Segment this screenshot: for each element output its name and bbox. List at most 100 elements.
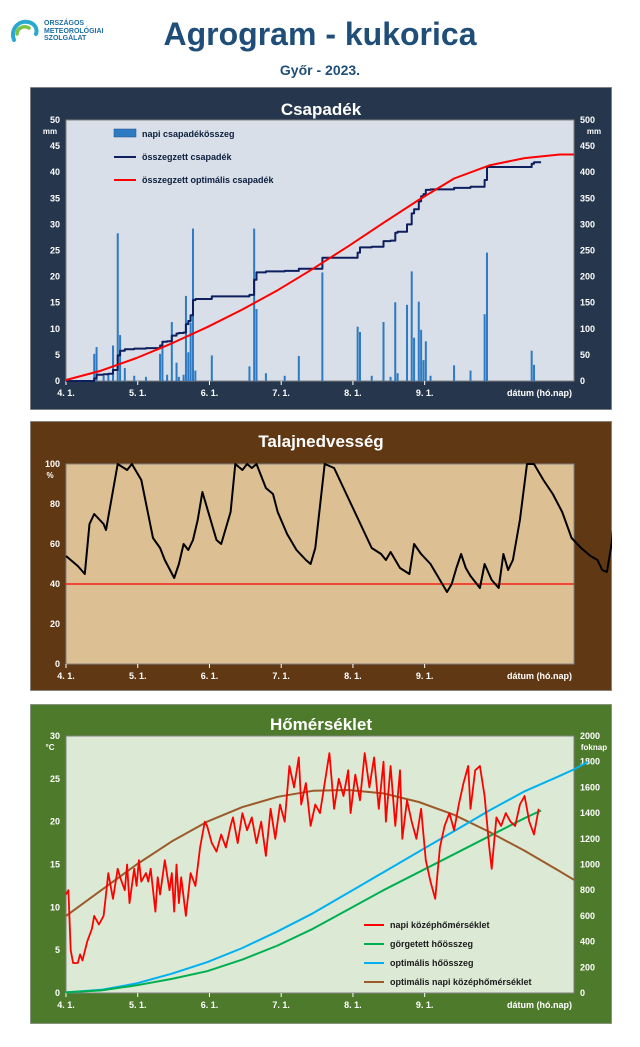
x-tick-label: 5. 1. bbox=[129, 671, 147, 681]
y-tick-label-left: 45 bbox=[50, 141, 60, 151]
precip-bar bbox=[189, 322, 192, 381]
precip-bar bbox=[530, 350, 533, 381]
y-tick-label-right: 200 bbox=[580, 272, 595, 282]
precip-bar bbox=[175, 362, 178, 381]
x-tick-label: 8. 1. bbox=[344, 671, 362, 681]
y-unit-left: °C bbox=[46, 743, 55, 752]
x-tick-label: 7. 1. bbox=[272, 388, 290, 398]
x-tick-label: 5. 1. bbox=[129, 1000, 147, 1010]
y-tick-label-right: 150 bbox=[580, 298, 595, 308]
precip-bar bbox=[182, 374, 185, 381]
y-tick-label-right: 1000 bbox=[580, 860, 600, 870]
y-tick-label-right: 1800 bbox=[580, 757, 600, 767]
y-tick-label-right: 100 bbox=[580, 324, 595, 334]
precip-bar bbox=[253, 228, 256, 381]
x-tick-label: 6. 1. bbox=[201, 671, 219, 681]
y-tick-label-right: 1600 bbox=[580, 782, 600, 792]
x-tick-label: 9. 1. bbox=[416, 671, 434, 681]
legend-label: optimális napi középhőmérséklet bbox=[390, 977, 532, 987]
y-tick-label-right: 2000 bbox=[580, 731, 600, 741]
logo-text: ORSZÁGOS METEOROLÓGIAI SZOLGÁLAT bbox=[44, 20, 104, 43]
daily-temp-line bbox=[65, 752, 540, 964]
logo-line-1: ORSZÁGOS bbox=[44, 20, 85, 27]
precip-bar bbox=[422, 360, 425, 381]
logo-line-2: METEOROLÓGIAI bbox=[44, 27, 104, 35]
legend-label: összegzett csapadék bbox=[142, 152, 233, 162]
y-tick-label-left: 60 bbox=[50, 539, 60, 549]
y-tick-label-right: 250 bbox=[580, 246, 595, 256]
precip-bar bbox=[255, 308, 258, 381]
x-tick-label: 7. 1. bbox=[272, 1000, 290, 1010]
logo: ORSZÁGOS METEOROLÓGIAI SZOLGÁLAT bbox=[8, 16, 138, 52]
y-tick-label-right: 800 bbox=[580, 885, 595, 895]
precip-bar bbox=[93, 353, 96, 381]
optimal-daily-temp-line bbox=[65, 789, 575, 917]
legend-label: napi csapadékösszeg bbox=[142, 129, 235, 139]
precip-bar bbox=[389, 376, 392, 381]
y-tick-label-right: 600 bbox=[580, 911, 595, 921]
y-tick-label-right: 500 bbox=[580, 115, 595, 125]
y-tick-label-right: 400 bbox=[580, 167, 595, 177]
precip-bar bbox=[417, 301, 420, 381]
precip-bar bbox=[159, 353, 162, 381]
y-tick-label-left: 20 bbox=[50, 817, 60, 827]
y-tick-label-left: 10 bbox=[50, 324, 60, 334]
x-tick-label: 9. 1. bbox=[416, 388, 434, 398]
y-tick-label-left: 40 bbox=[50, 167, 60, 177]
y-tick-label-left: 40 bbox=[50, 579, 60, 589]
x-tick-label: 7. 1. bbox=[272, 671, 290, 681]
y-tick-label-left: 15 bbox=[50, 298, 60, 308]
y-tick-label-right: 1400 bbox=[580, 808, 600, 818]
precip-bar bbox=[297, 355, 300, 381]
legend-swatch-bars bbox=[113, 128, 137, 138]
cumulative-heat-line bbox=[65, 809, 542, 994]
x-tick-label: 6. 1. bbox=[201, 388, 219, 398]
legend-label: összegzett optimális csapadék bbox=[142, 175, 275, 185]
legend-label: optimális hőösszeg bbox=[390, 958, 474, 968]
y-tick-label-right: 450 bbox=[580, 141, 595, 151]
precip-bar bbox=[483, 314, 486, 381]
y-unit-right: foknap bbox=[581, 743, 607, 752]
y-tick-label-left: 5 bbox=[55, 350, 60, 360]
y-tick-label-left: 35 bbox=[50, 193, 60, 203]
precip-bar bbox=[144, 376, 147, 381]
x-tick-label: 6. 1. bbox=[201, 1000, 219, 1010]
y-tick-label-left: 30 bbox=[50, 731, 60, 741]
precip-bar bbox=[370, 375, 373, 381]
precip-bar bbox=[420, 329, 423, 381]
precip-bar bbox=[107, 373, 110, 381]
y-tick-label-left: 10 bbox=[50, 902, 60, 912]
y-tick-label-right: 0 bbox=[580, 376, 585, 386]
precip-bar bbox=[264, 373, 267, 381]
precip-bar bbox=[394, 302, 397, 381]
x-axis-label: dátum (hó.nap) bbox=[507, 1000, 572, 1010]
precip-bar bbox=[396, 373, 399, 381]
y-tick-label-left: 30 bbox=[50, 219, 60, 229]
cumulative-precip-line bbox=[66, 161, 542, 382]
precip-bar bbox=[406, 304, 409, 381]
precip-bar bbox=[248, 366, 251, 381]
y-tick-label-left: 25 bbox=[50, 246, 60, 256]
legend-label: görgetett hőösszeg bbox=[390, 939, 473, 949]
y-tick-label-left: 0 bbox=[55, 376, 60, 386]
y-tick-label-left: 80 bbox=[50, 499, 60, 509]
precip-bar bbox=[358, 331, 361, 381]
y-tick-label-right: 400 bbox=[580, 937, 595, 947]
x-axis-label: dátum (hó.nap) bbox=[507, 388, 572, 398]
x-tick-label: 9. 1. bbox=[416, 1000, 434, 1010]
precip-bar bbox=[119, 335, 122, 381]
x-tick-label: 4. 1. bbox=[57, 388, 75, 398]
precip-bar bbox=[210, 355, 213, 381]
precip-bar bbox=[453, 365, 456, 381]
optimal-cumulative-line bbox=[65, 153, 574, 381]
precip-bar bbox=[95, 347, 98, 381]
optimal-cumulative-heat-line bbox=[65, 760, 589, 994]
y-unit-left: mm bbox=[43, 127, 57, 136]
precip-bar bbox=[413, 337, 416, 381]
page-subtitle: Győr - 2023. bbox=[279, 62, 361, 78]
plot-area bbox=[65, 119, 575, 382]
plot-area bbox=[65, 463, 575, 665]
precip-bar bbox=[283, 375, 286, 381]
y-tick-label-right: 350 bbox=[580, 193, 595, 203]
precip-bar bbox=[133, 375, 136, 381]
